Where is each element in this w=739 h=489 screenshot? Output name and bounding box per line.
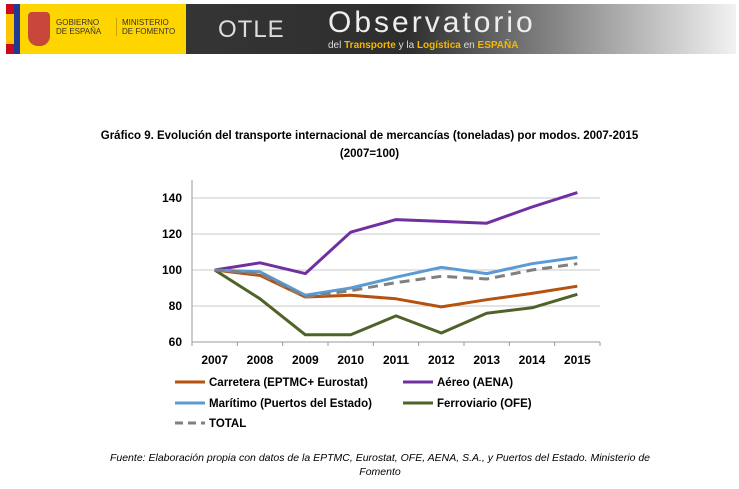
series-carretera-line bbox=[214, 268, 578, 309]
x-tick-label: 2015 bbox=[564, 353, 591, 367]
y-tick-label: 140 bbox=[162, 191, 182, 205]
y-tick-label: 120 bbox=[162, 227, 182, 241]
min-line1: MINISTERIO bbox=[122, 18, 169, 27]
x-tick-label: 2014 bbox=[519, 353, 546, 367]
otle-logo: OTLE bbox=[218, 16, 285, 43]
observatorio-subtitle: del Transporte y la Logística en ESPAÑA bbox=[328, 40, 519, 51]
series-total-line bbox=[214, 262, 578, 299]
x-tick-label: 2008 bbox=[247, 353, 274, 367]
x-tick-label: 2009 bbox=[292, 353, 319, 367]
source-note: Fuente: Elaboración propia con datos de … bbox=[109, 452, 651, 478]
x-tick-label: 2012 bbox=[428, 353, 455, 367]
y-tick-label: 80 bbox=[169, 299, 183, 313]
series-ferroviario-line bbox=[213, 268, 578, 337]
y-tick-label: 100 bbox=[162, 263, 182, 277]
min-line2: DE FOMENTO bbox=[122, 27, 176, 36]
series-maritimo-line bbox=[214, 255, 578, 297]
legend-label: TOTAL bbox=[209, 418, 246, 430]
gob-line2: DE ESPAÑA bbox=[56, 27, 102, 36]
x-tick-label: 2011 bbox=[383, 353, 409, 367]
gob-line1: GOBIERNO bbox=[56, 18, 100, 27]
coat-of-arms-icon bbox=[28, 12, 50, 46]
legend-label: Carretera (EPTMC+ Eurostat) bbox=[209, 377, 368, 389]
government-logo: GOBIERNO DE ESPAÑA MINISTERIO DE FOMENTO bbox=[20, 4, 186, 54]
header-banner: GOBIERNO DE ESPAÑA MINISTERIO DE FOMENTO O… bbox=[6, 4, 736, 54]
y-tick-label: 60 bbox=[169, 335, 183, 349]
spain-flag bbox=[6, 4, 14, 54]
observatorio-title: Observatorio bbox=[328, 6, 536, 39]
x-tick-label: 2010 bbox=[337, 353, 364, 367]
chart-title: Gráfico 9. Evolución del transporte inte… bbox=[100, 130, 639, 160]
legend-label: Marítimo (Puertos del Estado) bbox=[209, 398, 372, 410]
x-tick-label: 2013 bbox=[473, 353, 500, 367]
x-tick-label: 2007 bbox=[201, 353, 228, 367]
series-aereo-line bbox=[214, 191, 578, 276]
legend-label: Ferroviario (OFE) bbox=[437, 398, 532, 410]
legend-label: Aéreo (AENA) bbox=[437, 377, 513, 389]
eu-flag bbox=[14, 4, 20, 54]
